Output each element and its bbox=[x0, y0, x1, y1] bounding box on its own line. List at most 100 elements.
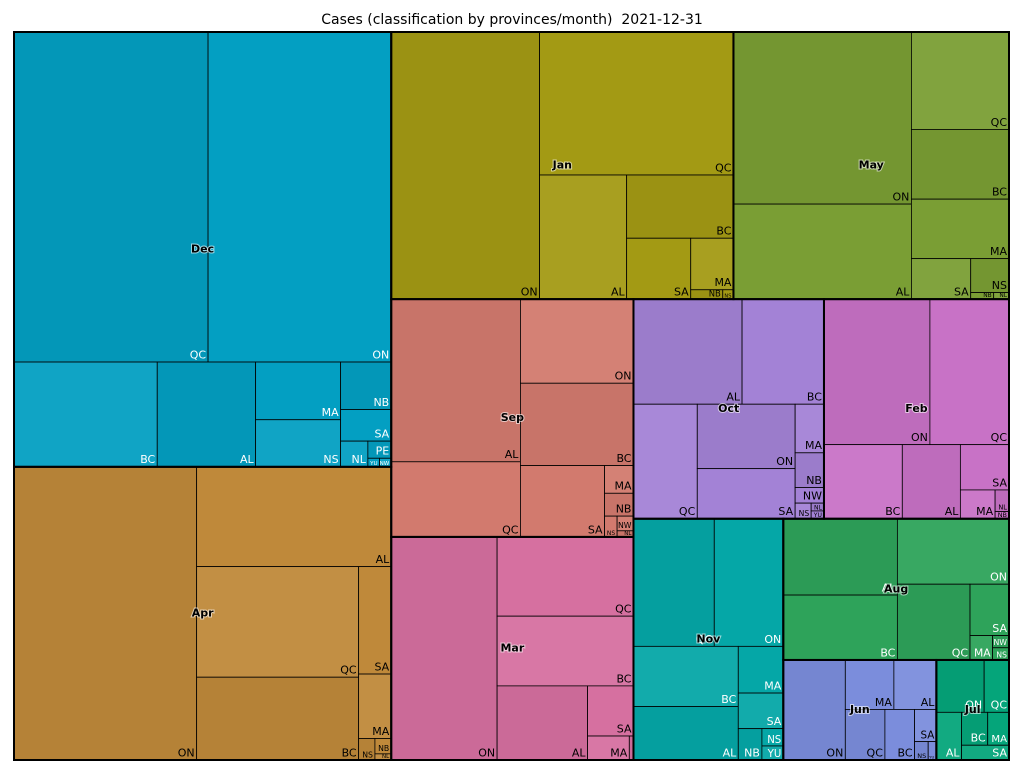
month-label: Feb bbox=[905, 402, 928, 415]
tile bbox=[713, 518, 784, 647]
province-label: NS bbox=[917, 752, 926, 760]
month-label: Oct bbox=[718, 402, 739, 415]
province-label: AL bbox=[726, 391, 741, 404]
province-label: MA bbox=[974, 647, 991, 660]
province-label: QC bbox=[190, 348, 207, 361]
province-label: SA bbox=[992, 476, 1007, 489]
tile bbox=[604, 465, 634, 494]
province-label: MA bbox=[322, 406, 339, 419]
province-label: MA bbox=[714, 276, 731, 289]
month-label: May bbox=[859, 159, 884, 172]
tile bbox=[358, 566, 392, 675]
province-label: MA bbox=[610, 746, 627, 759]
province-label: ON bbox=[372, 348, 389, 361]
tile bbox=[733, 31, 912, 205]
province-label: SA bbox=[588, 523, 603, 536]
province-label: AL bbox=[921, 696, 936, 709]
tile bbox=[196, 566, 360, 678]
province-label: NB bbox=[744, 746, 760, 759]
province-label: PE bbox=[376, 445, 390, 458]
tile bbox=[13, 31, 209, 363]
tile bbox=[911, 258, 972, 300]
tile bbox=[539, 174, 628, 300]
province-label: BC bbox=[721, 693, 736, 706]
province-label: BC bbox=[898, 746, 913, 759]
province-label: BC bbox=[971, 732, 986, 745]
month-border bbox=[935, 658, 1010, 761]
province-label: AL bbox=[945, 505, 960, 518]
province-label: NB bbox=[373, 396, 389, 409]
province-label: AL bbox=[896, 286, 911, 299]
province-label: QC bbox=[615, 603, 632, 616]
tile bbox=[207, 31, 392, 363]
tile bbox=[844, 659, 895, 710]
province-label: AL bbox=[611, 286, 626, 299]
province-label: ON bbox=[893, 190, 910, 203]
tile bbox=[390, 461, 521, 538]
province-label: AL bbox=[376, 553, 391, 566]
tile bbox=[782, 518, 898, 596]
province-label: BC bbox=[342, 746, 357, 759]
month-label: Aug bbox=[884, 582, 908, 595]
province-label: BC bbox=[807, 391, 822, 404]
province-label: MA bbox=[372, 725, 389, 738]
month-label: Jun bbox=[849, 703, 870, 716]
province-label: BC bbox=[616, 452, 631, 465]
tile bbox=[520, 298, 634, 384]
province-label: BC bbox=[140, 453, 155, 466]
province-label: QC bbox=[340, 664, 357, 677]
province-label: NW bbox=[993, 638, 1007, 647]
tile bbox=[983, 659, 1010, 713]
province-label: MA bbox=[990, 245, 1007, 258]
province-label: ON bbox=[965, 699, 982, 712]
province-label: SA bbox=[375, 428, 390, 441]
province-label: MA bbox=[991, 734, 1007, 745]
tile bbox=[794, 452, 825, 488]
province-label: YU bbox=[369, 461, 377, 467]
province-label: SA bbox=[375, 660, 390, 673]
province-label: ON bbox=[521, 286, 538, 299]
province-label: MA bbox=[875, 696, 892, 709]
province-label: SA bbox=[954, 286, 969, 299]
province-label: ON bbox=[764, 633, 781, 646]
tile bbox=[633, 403, 698, 520]
tile bbox=[911, 31, 1010, 130]
province-label: SA bbox=[674, 286, 689, 299]
tile bbox=[782, 659, 846, 761]
month-label: Jan bbox=[552, 159, 572, 172]
province-label: ON bbox=[178, 746, 195, 759]
province-label: NB bbox=[998, 511, 1007, 519]
tile bbox=[911, 129, 1010, 200]
province-label: NL bbox=[998, 504, 1007, 512]
province-label: NB bbox=[616, 503, 632, 516]
tile bbox=[823, 444, 903, 520]
province-label: QC bbox=[696, 633, 713, 646]
province-label: SA bbox=[767, 715, 782, 728]
tile bbox=[626, 237, 692, 300]
province-label: AL bbox=[723, 746, 738, 759]
province-label: NL bbox=[352, 453, 367, 466]
province-label: NS bbox=[724, 294, 731, 300]
month-label: Mar bbox=[500, 641, 524, 654]
province-label: YU bbox=[767, 749, 782, 760]
tile bbox=[794, 403, 825, 454]
province-label: NW bbox=[618, 521, 632, 530]
province-label: NS bbox=[607, 530, 615, 537]
province-label: BC bbox=[992, 186, 1007, 199]
province-label: MA bbox=[614, 480, 631, 493]
province-label: BC bbox=[716, 225, 731, 238]
tile bbox=[390, 298, 521, 463]
tile bbox=[737, 692, 784, 730]
province-label: YU bbox=[813, 512, 822, 519]
tile bbox=[196, 466, 392, 568]
tile bbox=[390, 31, 540, 300]
province-label: MA bbox=[805, 439, 822, 452]
province-label: QC bbox=[991, 431, 1008, 444]
tile bbox=[390, 536, 498, 761]
month-label: Nov bbox=[696, 632, 721, 645]
province-label: NW bbox=[380, 461, 390, 467]
tile bbox=[844, 709, 886, 761]
province-label: SA bbox=[778, 505, 793, 518]
province-label: NW bbox=[803, 490, 822, 503]
